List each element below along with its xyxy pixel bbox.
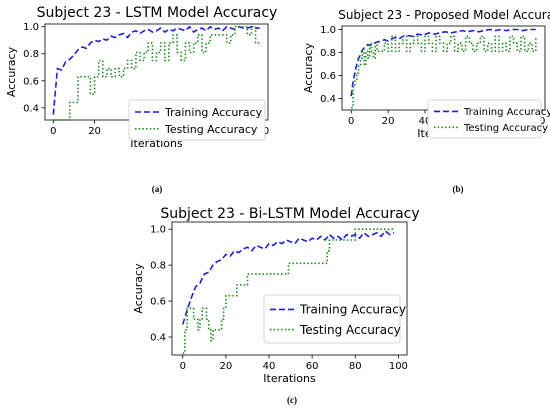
x-tick-label: 80 [349,361,362,372]
y-tick-label: 0.6 [320,71,336,82]
training-accuracy-line [52,25,260,115]
testing-accuracy-line [351,35,537,109]
x-tick-label: 0 [50,126,56,137]
panel-caption: (a) [152,184,163,194]
x-axis-label: Iterations [263,372,316,385]
training-accuracy-line [350,28,536,97]
panel-caption: (c) [287,395,297,405]
legend-frame [427,99,542,139]
chart-panel-3: Subject 23 - Bi-LSTM Model Accuracy 0 20 40… [132,206,420,405]
legend-frame [128,99,266,141]
y-tick-label: 0.8 [150,261,166,272]
legend-frame [263,294,401,344]
y-tick-label: 0.8 [320,48,336,59]
x-tick-label: 40 [419,116,432,127]
chart-title: Subject 23 - Bi-LSTM Model Accuracy [160,206,419,222]
chart-panel-1: Subject 23 - LSTM Model Accuracy02040608… [5,5,277,194]
x-tick-label: 40 [263,361,276,372]
y-tick-label: 0.6 [150,297,166,308]
legend-label: Training Accuracy [463,107,550,118]
y-tick-label: 0.8 [23,49,39,60]
legend-label: Training Accuracy [164,106,263,119]
x-tick-label: 20 [382,116,395,127]
y-axis-label: Accuracy [302,42,315,93]
testing-accuracy-line [182,228,395,354]
plot-area [341,25,546,111]
panel-caption: (b) [453,184,464,194]
x-tick-label: 20 [220,361,233,372]
chart-title: Subject 23 - LSTM Model Accuracy [37,5,278,21]
x-tick-label: 0 [348,116,354,127]
testing-accuracy-line [53,25,260,121]
x-tick-label: 20 [88,126,101,137]
x-tick-label: 0 [180,361,186,372]
y-tick-label: 1.0 [150,225,166,236]
y-axis-label: Accuracy [5,46,18,97]
chart-panel-2: Subject 23 - Proposed Model Accuracy 0 20 4… [302,8,550,194]
y-tick-label: 0.6 [23,76,39,87]
legend: Training Accuracy Testing Accuracy [263,294,406,344]
x-tick-label: 100 [389,361,408,372]
x-tick-label: 60 [306,361,319,372]
legend: Training Accuracy Testing Accuracy [128,99,266,141]
chart-title: Subject 23 - Proposed Model Accuracy [338,8,550,22]
y-tick-label: 1.0 [320,25,336,36]
training-accuracy-line [182,230,395,325]
y-tick-label: 0.4 [320,94,336,105]
legend-label: Testing Accuracy [463,123,548,134]
legend-label: Testing Accuracy [164,123,258,136]
legend: Training Accuracy Testing Accuracy [427,99,550,139]
legend-label: Training Accuracy [299,303,406,317]
y-tick-label: 0.4 [23,103,39,114]
y-tick-label: 1.0 [23,22,39,33]
y-tick-label: 0.4 [150,333,166,344]
legend-label: Testing Accuracy [299,323,401,337]
y-axis-label: Accuracy [132,263,145,314]
